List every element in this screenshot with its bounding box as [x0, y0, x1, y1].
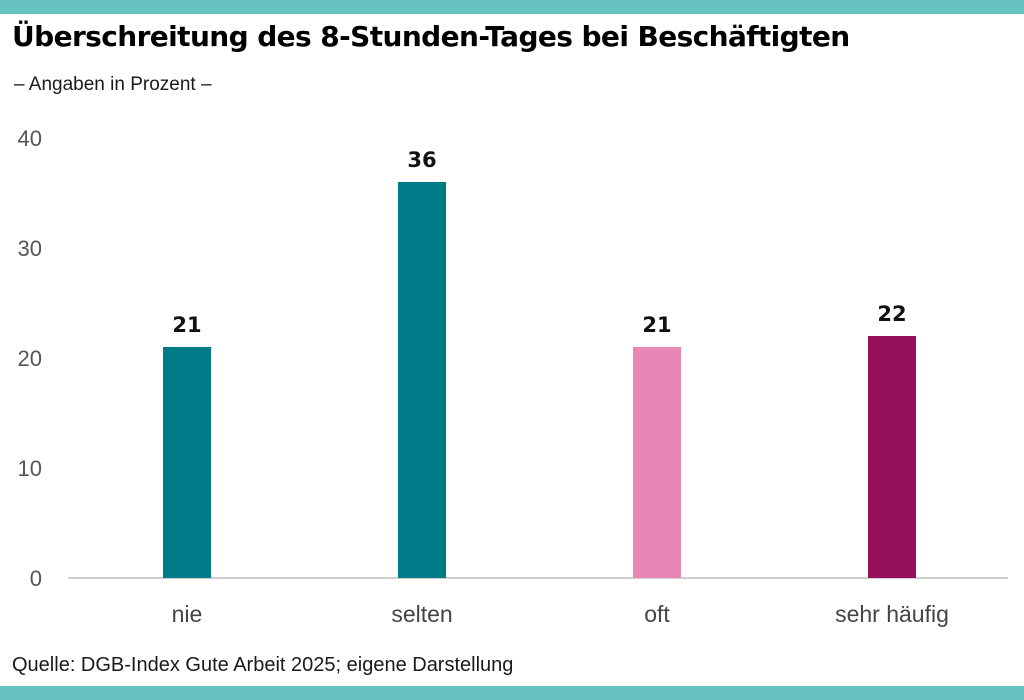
bar-chart: 0 10 20 30 40 21 nie 36 selten 21 oft 22 sehr häufig — [18, 126, 1008, 627]
x-category-label: oft — [644, 601, 670, 627]
y-tick-label: 30 — [18, 236, 42, 261]
bar-oft — [633, 347, 681, 578]
x-category-label: sehr häufig — [835, 601, 949, 627]
bar-selten — [398, 182, 446, 578]
chart-title: Überschreitung des 8-Stunden-Tages bei B… — [12, 20, 850, 53]
data-label: 22 — [877, 302, 906, 326]
data-label: 21 — [642, 313, 671, 337]
x-category-label: nie — [172, 601, 203, 627]
chart-subtitle: – Angaben in Prozent – — [14, 74, 212, 95]
y-tick-label: 20 — [18, 346, 42, 371]
bottom-accent-band — [0, 686, 1024, 700]
y-tick-label: 0 — [30, 566, 42, 591]
data-label: 21 — [172, 313, 201, 337]
y-tick-label: 40 — [18, 126, 42, 151]
top-accent-band — [0, 0, 1024, 14]
source-note: Quelle: DGB-Index Gute Arbeit 2025; eige… — [12, 654, 514, 676]
x-category-label: selten — [391, 601, 452, 627]
bar-sehr-haeufig — [868, 336, 916, 578]
y-tick-label: 10 — [18, 456, 42, 481]
data-label: 36 — [407, 148, 436, 172]
bar-nie — [163, 347, 211, 578]
